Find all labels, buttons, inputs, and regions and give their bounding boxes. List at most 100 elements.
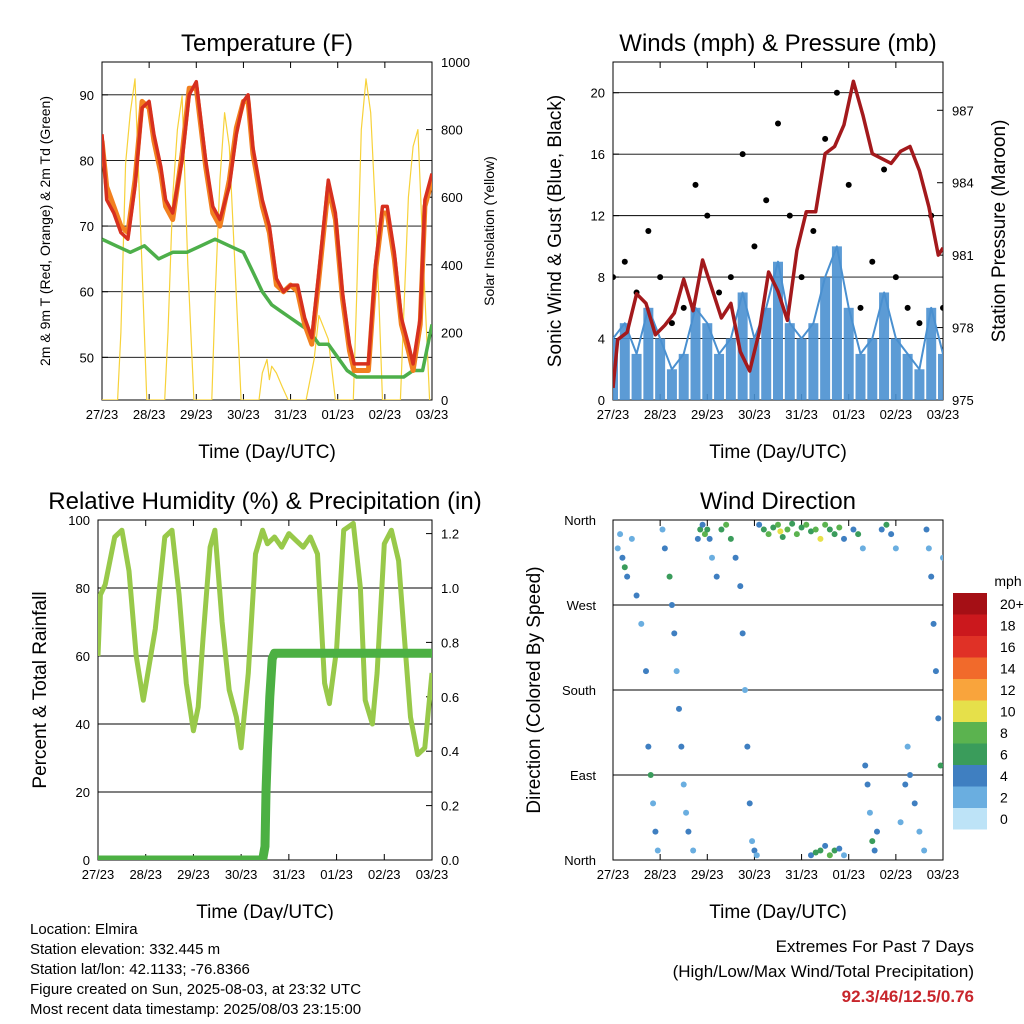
direction-point xyxy=(753,852,760,859)
legend-swatch xyxy=(953,765,987,787)
direction-panel-title: Wind Direction xyxy=(700,488,856,515)
direction-point xyxy=(935,715,942,722)
wind-bar xyxy=(678,353,689,400)
y2-tick-label: 1.2 xyxy=(441,527,459,542)
wind-bar xyxy=(914,369,925,400)
precip-line xyxy=(98,648,432,860)
temp-9m-line xyxy=(102,79,432,366)
legend-swatch xyxy=(953,636,987,658)
direction-point xyxy=(836,524,843,531)
x-tick-label: 31/23 xyxy=(273,867,306,882)
y-tick-label: West xyxy=(567,598,597,613)
direction-point xyxy=(652,828,659,835)
latlon-text: Station lat/lon: 42.1133; -76.8366 xyxy=(30,961,250,978)
x-tick-label: 02/23 xyxy=(880,407,913,422)
wind-bar xyxy=(737,292,748,400)
direction-point xyxy=(697,526,704,533)
direction-point xyxy=(817,847,824,854)
legend-swatch xyxy=(953,808,987,830)
x-tick-label: 01/23 xyxy=(832,407,865,422)
direction-point xyxy=(822,521,829,528)
gust-point xyxy=(857,304,864,311)
direction-point xyxy=(911,800,918,807)
x-tick-label: 27/23 xyxy=(86,407,119,422)
direction-point xyxy=(661,545,668,552)
gust-point xyxy=(786,212,793,219)
gust-point xyxy=(668,320,675,327)
wind-bar xyxy=(867,338,878,400)
direction-point xyxy=(808,528,814,535)
wind-line xyxy=(613,245,943,371)
direction-point xyxy=(756,521,763,528)
gust-point xyxy=(613,274,616,281)
gust-point xyxy=(869,258,876,265)
pressure-line xyxy=(613,79,943,389)
y2-tick-label: 800 xyxy=(441,123,463,138)
y2-tick-label: 0.0 xyxy=(441,853,459,868)
direction-point xyxy=(808,852,814,859)
legend-label: 2 xyxy=(1000,790,1008,806)
direction-point xyxy=(793,531,800,538)
direction-point xyxy=(704,526,711,533)
created-text: Figure created on Sun, 2025-08-03, at 23… xyxy=(30,981,362,998)
direction-point xyxy=(937,762,943,769)
y-tick-label: 80 xyxy=(80,153,94,168)
gust-point xyxy=(751,243,758,250)
direction-point xyxy=(647,772,654,778)
direction-point xyxy=(897,819,904,826)
direction-point xyxy=(685,828,692,835)
direction-point xyxy=(777,528,784,535)
gust-point xyxy=(680,304,687,311)
x-tick-label: 01/23 xyxy=(321,407,354,422)
wind-bar xyxy=(831,246,842,400)
y-tick-label: 90 xyxy=(80,88,94,103)
wind-bar xyxy=(702,323,713,400)
y-tick-label: 70 xyxy=(80,219,94,234)
legend-swatch xyxy=(953,722,987,744)
direction-point xyxy=(904,743,911,750)
x-tick-label: 29/23 xyxy=(691,867,724,882)
x-tick-label: 28/23 xyxy=(644,867,677,882)
wind-panel-title: Winds (mph) & Pressure (mb) xyxy=(619,30,936,57)
direction-point xyxy=(925,545,932,552)
direction-point xyxy=(775,521,781,528)
legend-swatch xyxy=(953,743,987,765)
wind-bar xyxy=(890,338,901,400)
legend-swatch xyxy=(953,593,987,615)
x-tick-label: 27/23 xyxy=(597,867,630,882)
direction-point xyxy=(628,535,635,542)
direction-point xyxy=(826,852,833,859)
direction-point xyxy=(932,668,939,675)
direction-point xyxy=(923,526,930,533)
y-axis-label: Direction (Colored By Speed) xyxy=(524,566,545,813)
direction-point xyxy=(638,620,645,627)
x-tick-label: 02/23 xyxy=(880,867,913,882)
x-tick-label: 30/23 xyxy=(738,407,771,422)
y-tick-label: 20 xyxy=(76,785,90,800)
direction-point xyxy=(784,526,791,533)
gust-point xyxy=(822,135,829,142)
wind-bar xyxy=(808,323,819,400)
x-tick-label: 28/23 xyxy=(133,407,166,422)
legend-swatch xyxy=(953,657,987,679)
wind-bar xyxy=(902,353,913,400)
x-tick-label: 31/23 xyxy=(785,407,818,422)
gust-point xyxy=(798,274,805,281)
rh-line xyxy=(98,520,432,758)
direction-point xyxy=(668,602,675,608)
wind-bar xyxy=(749,338,760,400)
legend-label: 20+ xyxy=(1000,596,1024,612)
direction-point xyxy=(940,554,943,561)
gust-point xyxy=(692,181,699,188)
direction-point xyxy=(678,743,685,750)
direction-point xyxy=(798,524,805,531)
y-tick-label: South xyxy=(562,683,596,698)
direction-point xyxy=(643,668,649,675)
wind-bar xyxy=(938,353,943,400)
y2-tick-label: 975 xyxy=(952,393,974,408)
x-tick-label: 30/23 xyxy=(225,867,258,882)
direction-point xyxy=(930,620,937,627)
x-tick-label: 29/23 xyxy=(180,407,213,422)
y-tick-label: North xyxy=(564,853,596,868)
y-tick-label: 0 xyxy=(83,853,90,868)
